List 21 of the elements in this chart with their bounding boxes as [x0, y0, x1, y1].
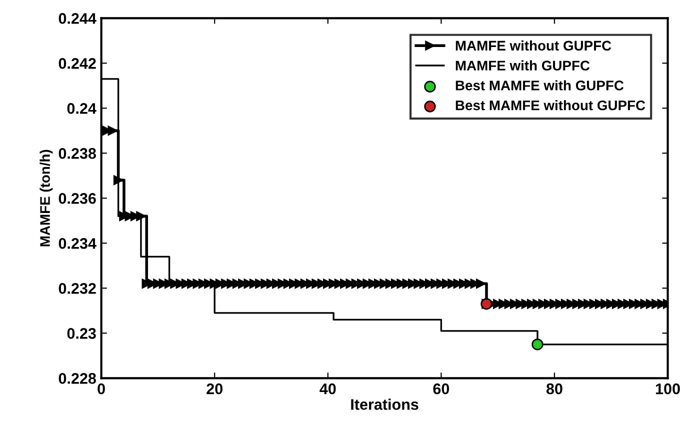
- x-axis-title: Iterations: [351, 398, 418, 410]
- y-tick-label: 0.238: [58, 148, 96, 159]
- y-tick-label: 0.242: [58, 58, 96, 69]
- legend-label: Best MAMFE with GUPFC: [456, 80, 624, 90]
- x-tick-label: 40: [320, 383, 336, 394]
- x-tick-label: 0: [98, 383, 105, 394]
- y-tick-label: 0.244: [58, 13, 96, 24]
- y-tick-label: 0.24: [67, 103, 96, 114]
- y-axis-title: MAMFE (ton/h): [40, 150, 53, 246]
- y-tick-label: 0.234: [58, 238, 96, 249]
- legend-label: MAMFE without GUPFC: [456, 40, 612, 51]
- y-tick-label: 0.236: [58, 193, 96, 204]
- x-tick-label: 20: [206, 383, 222, 394]
- x-tick-label: 60: [433, 383, 450, 394]
- y-tick-label: 0.23: [67, 328, 96, 339]
- x-tick-label: 100: [656, 383, 680, 394]
- legend-label: MAMFE with GUPFC: [456, 60, 590, 71]
- y-tick-label: 0.228: [58, 373, 96, 384]
- y-tick-label: 0.232: [58, 283, 96, 294]
- legend-label: Best MAMFE without GUPFC: [456, 100, 646, 110]
- x-tick-label: 80: [546, 383, 562, 394]
